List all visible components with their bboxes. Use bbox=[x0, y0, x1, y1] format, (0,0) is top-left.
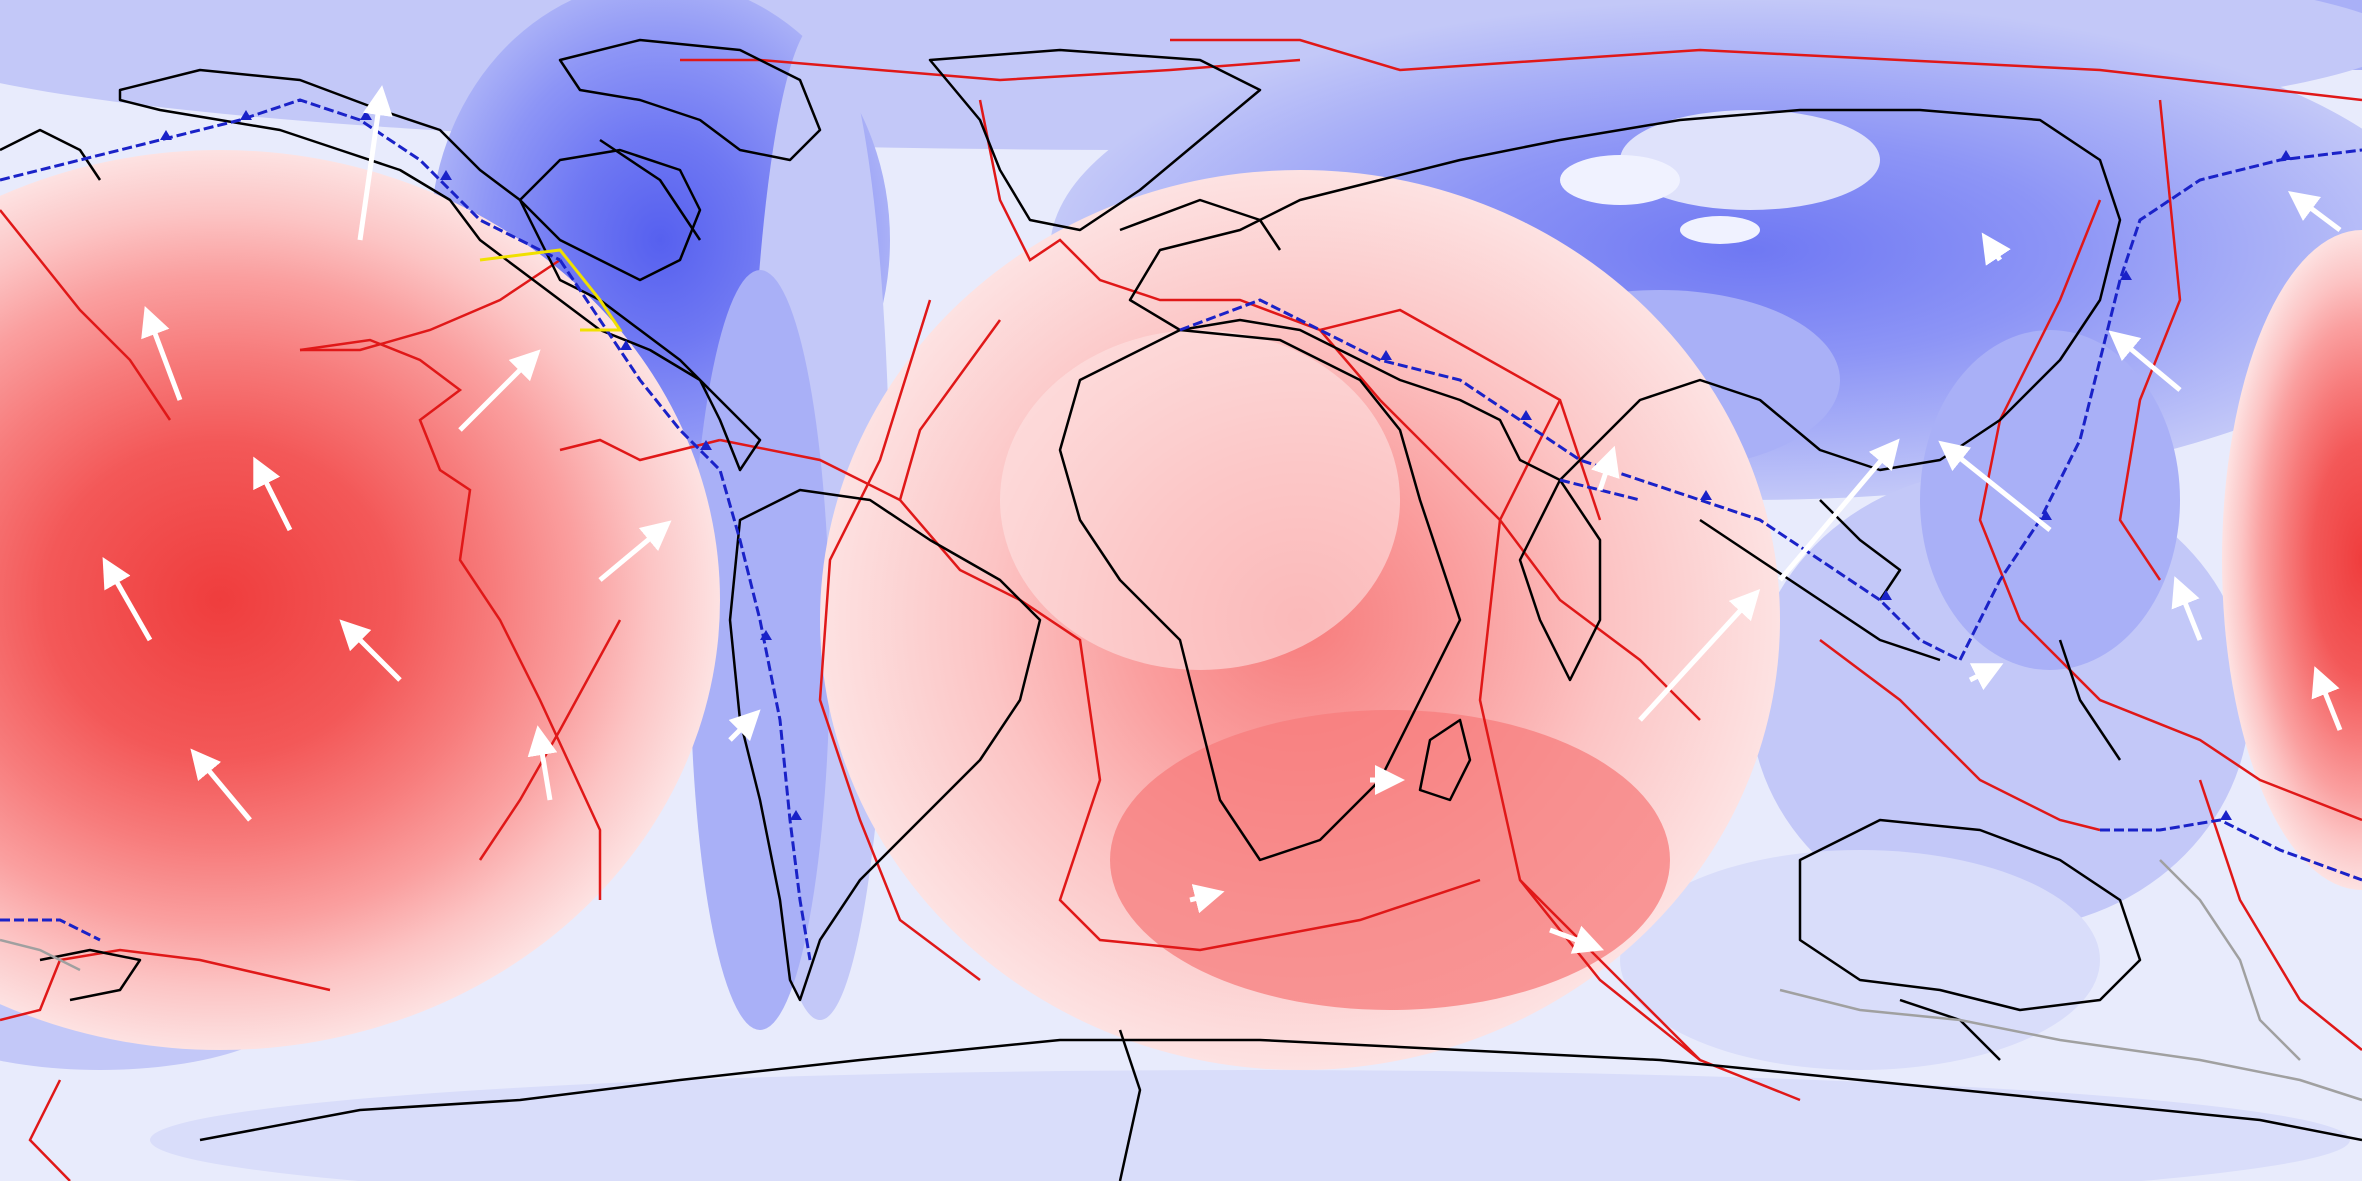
subduction-triangle-icon bbox=[160, 130, 172, 140]
gray-boundaries bbox=[0, 859, 2362, 1102]
subduction-triangles bbox=[160, 110, 2292, 820]
greenland-coast bbox=[928, 48, 1262, 232]
yellow-thrust-segment bbox=[479, 248, 623, 332]
madagascar-coast bbox=[1418, 718, 1472, 802]
australia-coast bbox=[1798, 818, 2142, 1012]
plate-boundaries bbox=[0, 38, 2362, 1181]
north-america-coast bbox=[118, 68, 762, 472]
antarctica-coast bbox=[199, 1038, 2362, 1142]
india-coast bbox=[1518, 478, 1602, 682]
south-america-coast bbox=[728, 488, 1042, 1002]
velocity-arrows bbox=[102, 85, 2343, 954]
